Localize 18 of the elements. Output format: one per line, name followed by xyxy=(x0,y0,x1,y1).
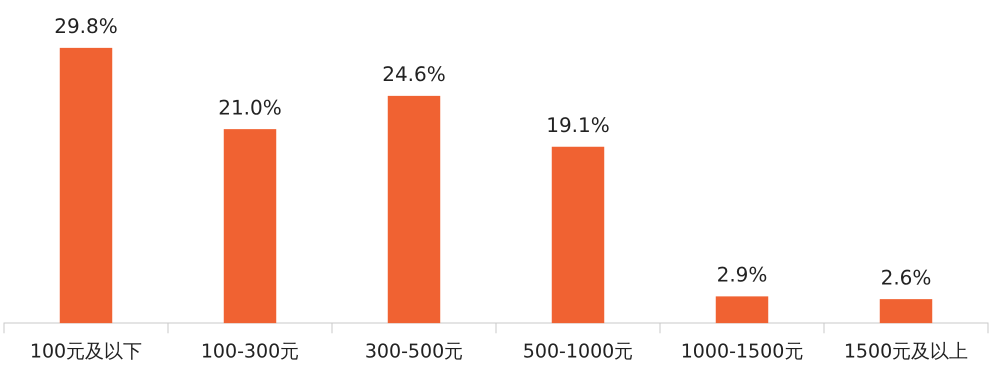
bar xyxy=(388,96,440,324)
data-label: 2.9% xyxy=(716,262,768,287)
data-label: 2.6% xyxy=(880,265,932,290)
data-label: 19.1% xyxy=(546,112,610,137)
x-tick-label: 100元及以下 xyxy=(30,340,142,363)
bar xyxy=(552,146,604,324)
bar xyxy=(224,129,276,324)
x-tick-label: 100-300元 xyxy=(200,340,300,363)
bar xyxy=(880,299,932,324)
data-label: 24.6% xyxy=(382,62,446,86)
data-label: 29.8% xyxy=(54,14,118,38)
x-tick-label: 300-500元 xyxy=(364,340,464,363)
bar xyxy=(60,48,112,324)
x-tick-label: 1000-1500元 xyxy=(680,340,804,363)
bar xyxy=(716,296,768,324)
x-tick-label: 1500元及以上 xyxy=(844,340,968,363)
x-tick-label: 500-1000元 xyxy=(522,340,634,363)
data-label: 21.0% xyxy=(218,95,282,120)
